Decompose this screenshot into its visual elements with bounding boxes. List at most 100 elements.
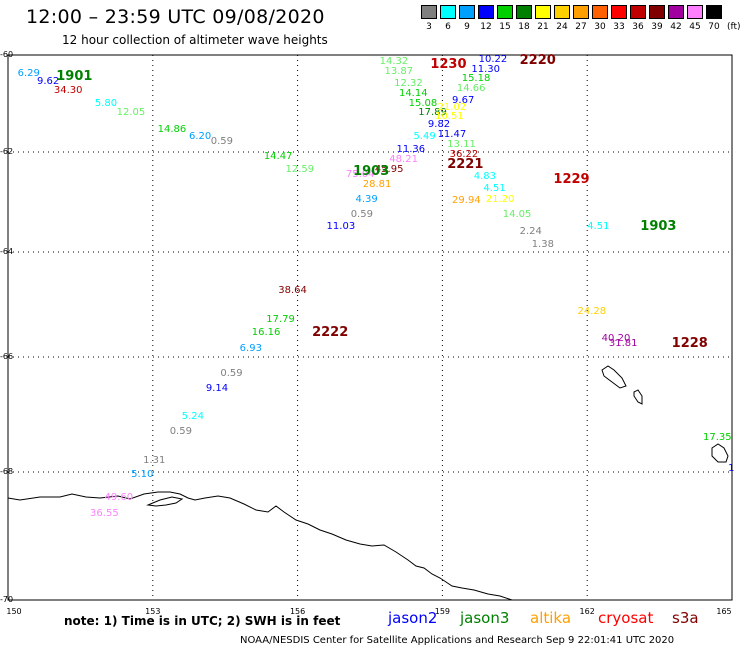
swh-value: 16.16 [251,327,281,339]
legend-swatch [668,5,684,19]
swh-value: 5.49 [413,131,436,143]
island-outline [711,443,729,463]
swh-value: 24.28 [577,306,607,318]
pass-time: 2220 [519,52,556,68]
satellite-name: jason3 [460,609,510,627]
swh-value: 12.59 [285,163,315,175]
swh-value: 5.24 [181,411,205,423]
legend-label: 70 [708,22,720,32]
swh-value: 12.32 [394,78,423,90]
swh-value: 2.24 [519,226,542,237]
pass-time: 1228 [671,335,708,351]
swh-value: 5.10 [131,469,154,481]
swh-value: 11.30 [471,63,500,75]
swh-value: 13.87 [384,65,414,77]
swh-value: 38.64 [278,285,307,297]
legend-swatch [592,5,608,19]
longitude-label: 153 [145,607,161,616]
swh-value: 4.51 [587,221,610,232]
swh-value: 45.95 [374,163,404,175]
swh-value: 14.86 [157,124,187,136]
satellite-name: altika [530,609,572,627]
swh-value: 14.47 [263,151,293,162]
swh-value: 4.83 [473,171,497,182]
swh-value: 17.35 [703,431,732,443]
footnote: note: 1) Time is in UTC; 2) SWH is in fe… [64,614,341,628]
swh-value: 9.62 [36,75,60,87]
swh-value: 9.14 [205,382,229,394]
swh-value: 13.11 [447,138,476,150]
longitude-label: 150 [6,607,22,616]
swh-value: 6.29 [17,68,40,80]
legend-swatch [516,5,532,19]
legend-label: 30 [594,22,606,32]
swh-value: 11.47 [437,129,467,141]
credit-line: NOAA/NESDIS Center for Satellite Applica… [240,635,675,646]
latitude-label: -70 [0,595,14,604]
longitude-label: 156 [289,607,306,616]
pass-time: 2222 [312,325,349,341]
pass-time: 1901 [56,68,93,84]
latitude-label: -64 [0,247,14,256]
swh-value: 5.80 [94,97,118,109]
swh-value: 17.79 [266,314,295,326]
legend-swatch [630,5,646,19]
swh-value: 6.93 [239,343,262,355]
latitude-label: -60 [0,50,14,59]
swh-value: 31.81 [608,337,638,349]
legend-label: 15 [499,22,511,32]
legend-label: 33 [613,22,625,32]
swh-value: 15.18 [461,73,491,85]
swh-value: 15.08 [408,97,438,109]
legend-swatch [459,5,475,19]
latitude-label: -66 [0,352,14,361]
legend-swatch [497,5,513,19]
swh-value: 0.59 [350,208,373,220]
map-subtitle: 12 hour collection of altimeter wave hei… [62,33,328,47]
pass-time: 1903 [353,164,390,179]
pass-time: 1903 [640,219,677,234]
satellite-name: s3a [672,609,699,627]
swh-value: 11.03 [326,221,356,232]
swh-value: 4.39 [355,193,378,205]
longitude-label: 165 [716,607,732,616]
swh-value: 10.22 [478,53,508,65]
satellite-name: jason2 [388,609,438,627]
legend-label: 24 [556,22,568,32]
latitude-label: -62 [0,147,14,156]
legend-swatch [478,5,494,19]
longitude-label: 162 [579,607,595,616]
map-title: 12:00 – 23:59 UTC 09/08/2020 [26,6,325,28]
pass-time: 1229 [553,171,590,187]
swh-value: 1.31 [143,454,166,466]
swh-value: 9.82 [427,119,451,131]
legend-label: 12 [480,22,492,32]
legend-swatch [687,5,703,19]
legend-label: 9 [464,22,470,32]
swh-value: 48.21 [389,153,418,165]
legend-label: 39 [651,22,663,32]
swh-value: 49.60 [104,491,134,503]
swh-value: 1.38 [531,238,554,250]
legend-swatch [421,5,437,19]
map-frame [7,54,733,601]
latitude-label: -68 [0,467,14,476]
swh-value: 14.66 [456,82,486,94]
island-outline [633,389,643,405]
legend-swatch [535,5,551,19]
legend-unit: (ft) [727,22,740,32]
legend-swatch [611,5,627,19]
legend-swatch [649,5,665,19]
legend-label: 3 [426,22,432,32]
swh-value: 21.20 [485,193,515,205]
swh-value: 14.32 [379,56,409,68]
swh-value: 17.89 [418,107,447,119]
pass-time: 2221 [447,156,484,172]
longitude-label: 159 [434,607,451,616]
legend-label: 6 [445,22,451,32]
swh-value: 14.14 [398,87,428,99]
legend-label: 42 [670,22,682,32]
island-outline [601,365,627,389]
swh-value: 10.51 [435,111,464,123]
swh-value: 0.59 [220,368,243,380]
